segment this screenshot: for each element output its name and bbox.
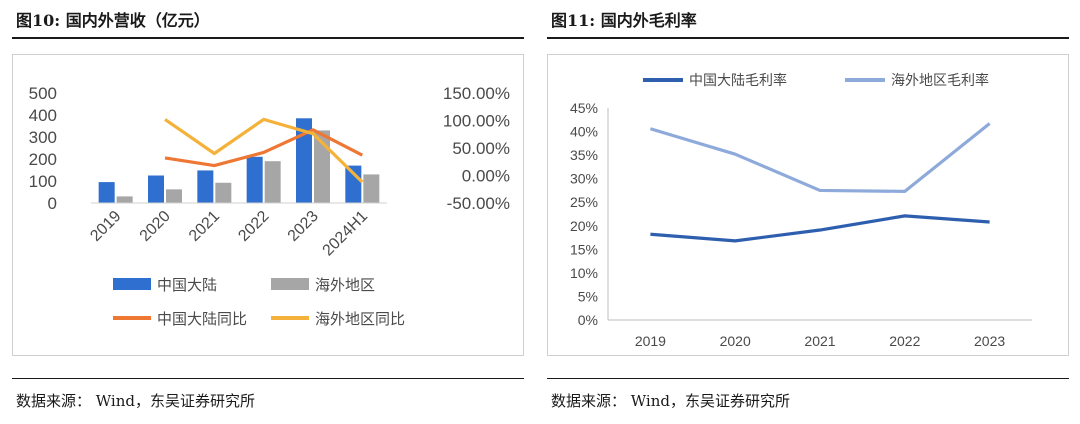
y-tick-label: 25% <box>570 194 598 210</box>
x-tick-label: 2023 <box>285 208 322 245</box>
bar <box>197 170 214 203</box>
y-tick-label: 15% <box>570 241 598 257</box>
y-right-tick-label: 100.00% <box>443 112 510 131</box>
legend-swatch <box>113 278 151 290</box>
series-line <box>650 214 990 243</box>
series-line <box>649 122 991 193</box>
x-tick-label: 2019 <box>635 333 666 349</box>
series-line <box>164 128 364 168</box>
figure-11-source: 数据来源： Wind，东吴证券研究所 <box>551 392 790 410</box>
y-right-tick-label: 150.00% <box>443 84 510 103</box>
bar <box>215 182 232 203</box>
legend-label: 海外地区同比 <box>315 311 405 328</box>
legend-swatch <box>271 278 309 290</box>
x-tick-label: 2024H1 <box>320 208 372 260</box>
y-tick-label: 20% <box>570 218 598 234</box>
figure-11: 图11: 国内外毛利率 45% 40% 35% 30% 25% 20% 15% 10% 5% 0%… <box>547 0 1069 424</box>
title-rule <box>547 37 1069 39</box>
y-left-tick-label: 200 <box>29 150 57 169</box>
legend-label: 海外地区毛利率 <box>891 72 989 88</box>
y-tick-label: 40% <box>570 124 598 140</box>
bar <box>116 196 133 203</box>
y-left-tick-label: 500 <box>29 84 57 103</box>
x-tick-label: 2023 <box>974 333 1005 349</box>
y-right-tick-label: 50.00% <box>452 139 510 158</box>
y-right-tick-label: -50.00% <box>447 194 510 213</box>
x-tick-label: 2019 <box>87 208 124 245</box>
figure-11-title: 图11: 国内外毛利率 <box>551 11 697 30</box>
revenue-chart: 500 400 300 200 100 0 150.00% 100.00% 50.00% 0.00… <box>29 84 510 328</box>
y-tick-label: 30% <box>570 171 598 187</box>
x-tick-label: 2021 <box>186 208 223 245</box>
y-left-tick-label: 400 <box>29 106 57 125</box>
y-tick-label: 10% <box>570 265 598 281</box>
figure-10-source: 数据来源： Wind，东吴证券研究所 <box>16 392 255 410</box>
y-tick-label: 35% <box>570 147 598 163</box>
figure-10: 图10: 国内外营收（亿元） 500 400 300 200 100 0 150.00% 10… <box>12 0 524 424</box>
legend-label: 海外地区 <box>315 277 375 294</box>
y-tick-label: 5% <box>578 288 598 304</box>
series-line <box>164 117 364 184</box>
legend-label: 中国大陆毛利率 <box>689 72 787 88</box>
gross-margin-chart: 45% 40% 35% 30% 25% 20% 15% 10% 5% 0% 2019 2020 2021… <box>570 72 1032 349</box>
legend-label: 中国大陆同比 <box>157 311 247 328</box>
y-tick-label: 45% <box>570 100 598 116</box>
source-rule <box>547 378 1069 379</box>
x-tick-label: 2020 <box>720 333 751 349</box>
source-rule <box>12 378 524 379</box>
y-tick-label: 0% <box>578 312 598 328</box>
bar <box>166 189 182 203</box>
legend-label: 中国大陆 <box>157 277 217 294</box>
bar <box>148 175 164 203</box>
bar <box>345 165 362 203</box>
bar <box>246 156 263 203</box>
bar <box>98 182 115 203</box>
figure-10-title: 图10: 国内外营收（亿元） <box>16 11 210 30</box>
bar <box>363 174 380 203</box>
y-left-tick-label: 0 <box>48 194 57 213</box>
revenue-chart-frame: 500 400 300 200 100 0 150.00% 100.00% 50.00% 0.00… <box>12 54 524 356</box>
y-right-tick-label: 0.00% <box>462 167 510 186</box>
y-left-tick-label: 300 <box>29 128 57 147</box>
title-rule <box>12 37 524 39</box>
x-tick-label: 2021 <box>804 333 835 349</box>
x-tick-label: 2020 <box>137 208 174 245</box>
margin-chart-frame: 45% 40% 35% 30% 25% 20% 15% 10% 5% 0% 2019 2020 2021… <box>547 54 1069 356</box>
x-tick-label: 2022 <box>889 333 920 349</box>
bar <box>296 118 312 203</box>
bar <box>264 161 281 203</box>
x-tick-label: 2022 <box>235 208 272 245</box>
y-left-tick-label: 100 <box>29 172 57 191</box>
